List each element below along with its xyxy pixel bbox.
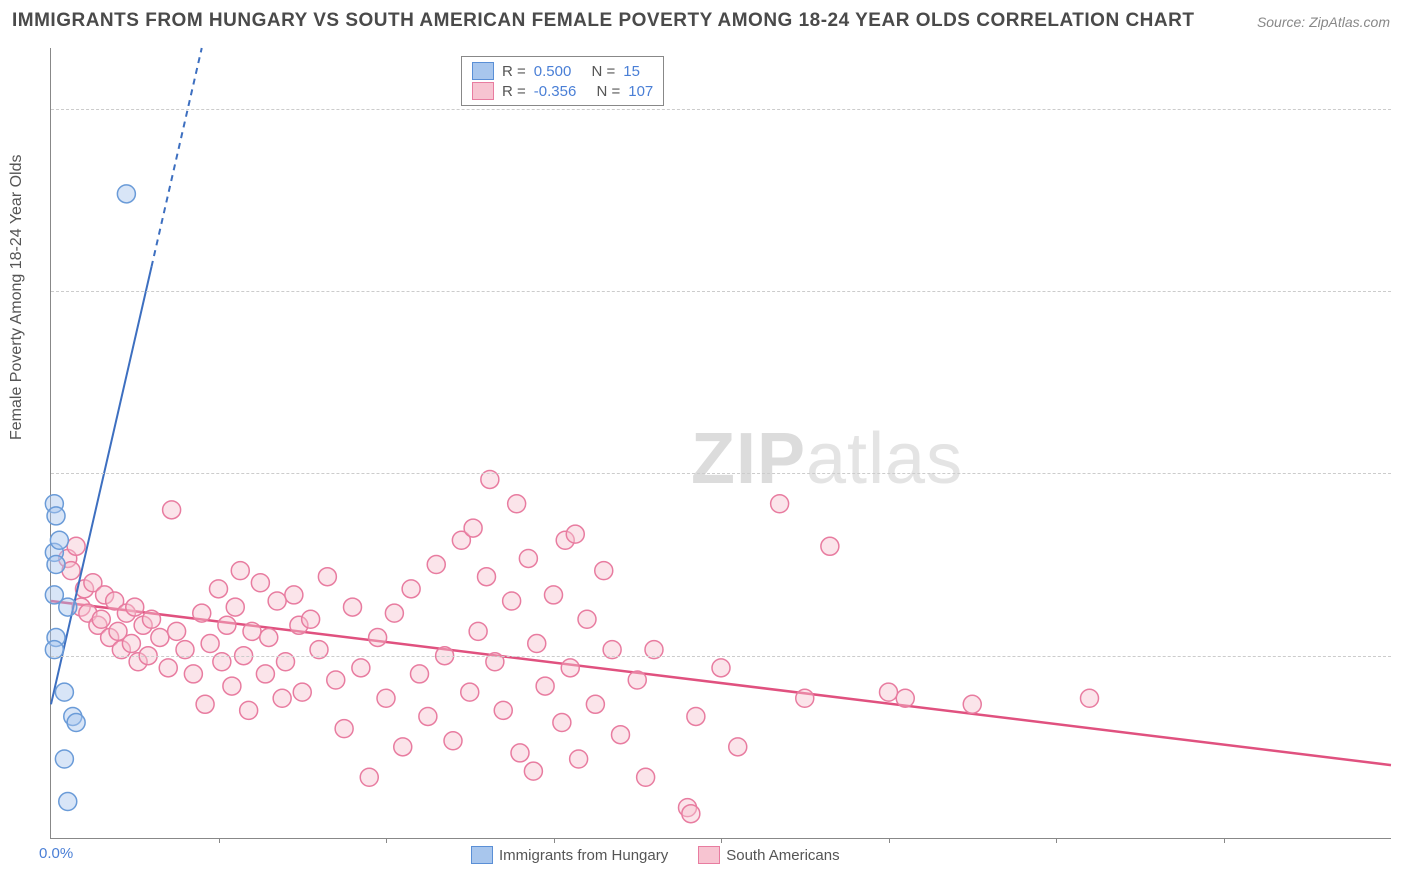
swatch-south-american-icon (698, 846, 720, 864)
y-tick-label: 60.0% (1396, 100, 1406, 117)
x-tick-start: 0.0% (39, 845, 73, 862)
y-tick-label: 15.0% (1396, 647, 1406, 664)
swatch-hungary-icon (471, 846, 493, 864)
chart-area: ZIPatlas R = 0.500 N = 15 R = -0.356 N =… (50, 48, 1391, 839)
legend-series: Immigrants from Hungary South Americans (471, 846, 840, 864)
chart-title: IMMIGRANTS FROM HUNGARY VS SOUTH AMERICA… (12, 10, 1194, 32)
source-label: Source: ZipAtlas.com (1257, 14, 1390, 30)
y-tick-label: 30.0% (1396, 465, 1406, 482)
legend-item-hungary: Immigrants from Hungary (471, 846, 668, 864)
legend-item-south-american: South Americans (698, 846, 839, 864)
legend-label-south-american: South Americans (726, 847, 839, 864)
y-axis-label: Female Poverty Among 18-24 Year Olds (8, 155, 26, 441)
y-tick-label: 45.0% (1396, 283, 1406, 300)
scatter-plot-svg (51, 48, 1391, 838)
legend-label-hungary: Immigrants from Hungary (499, 847, 668, 864)
